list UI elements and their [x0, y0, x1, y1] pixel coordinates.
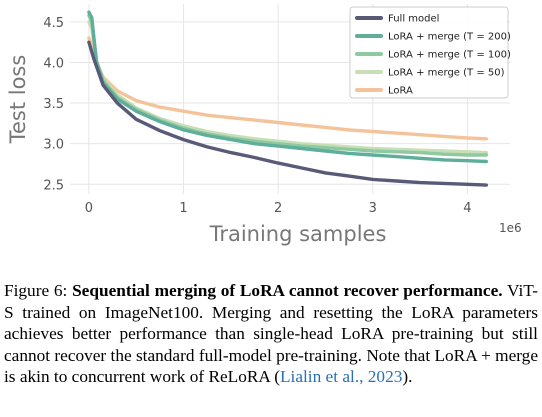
y-tick-label: 3.5 [43, 97, 64, 112]
x-tick-label: 4 [463, 201, 471, 216]
y-tick-label: 4.0 [43, 56, 64, 71]
citation-link[interactable]: Lialin et al., 2023 [279, 367, 403, 387]
x-tick-label: 2 [274, 201, 282, 216]
caption-end: ). [402, 367, 413, 387]
x-tick-label: 0 [85, 201, 93, 216]
y-tick-label: 3.0 [43, 138, 64, 153]
legend: Full model LoRA + merge (T = 200) LoRA + m… [349, 6, 511, 99]
caption-bold-title: Sequential merging of LoRA cannot recove… [72, 281, 503, 300]
line-chart-figure: 0 1 2 3 4 2.5 3.0 3.5 4.0 4.5 Training samples T… [6, 4, 522, 246]
y-axis-title: Test loss [6, 55, 30, 145]
series-line-1 [87, 10, 488, 164]
legend-label-3: LoRA + merge (T = 50) [388, 68, 505, 79]
legend-label-4: LoRA [388, 86, 413, 97]
y-tick-label: 4.5 [43, 16, 64, 31]
legend-label-2: LoRA + merge (T = 100) [388, 50, 511, 61]
legend-frame [349, 6, 509, 99]
legend-label-0: Full model [388, 14, 439, 25]
caption-body: ViT-S trained on ImageNet100. Merging an… [4, 281, 538, 387]
legend-label-1: LoRA + merge (T = 200) [388, 32, 511, 43]
figure-caption: Figure 6: Sequential merging of LoRA can… [4, 280, 538, 388]
series-lines [87, 10, 488, 187]
caption-label: Figure 6: [4, 281, 68, 300]
y-tick-label: 2.5 [43, 178, 64, 193]
line-chart: 0 1 2 3 4 2.5 3.0 3.5 4.0 4.5 Training samples T… [6, 4, 522, 246]
y-tick-labels: 2.5 3.0 3.5 4.0 4.5 [43, 16, 64, 193]
x-tick-labels: 0 1 2 3 4 [85, 201, 472, 216]
x-axis-title: Training samples [209, 222, 387, 246]
x-tick-label: 3 [369, 201, 377, 216]
x-tick-label: 1 [179, 201, 187, 216]
x-offset-label: 1e6 [499, 221, 522, 235]
series-line-0 [87, 40, 488, 187]
